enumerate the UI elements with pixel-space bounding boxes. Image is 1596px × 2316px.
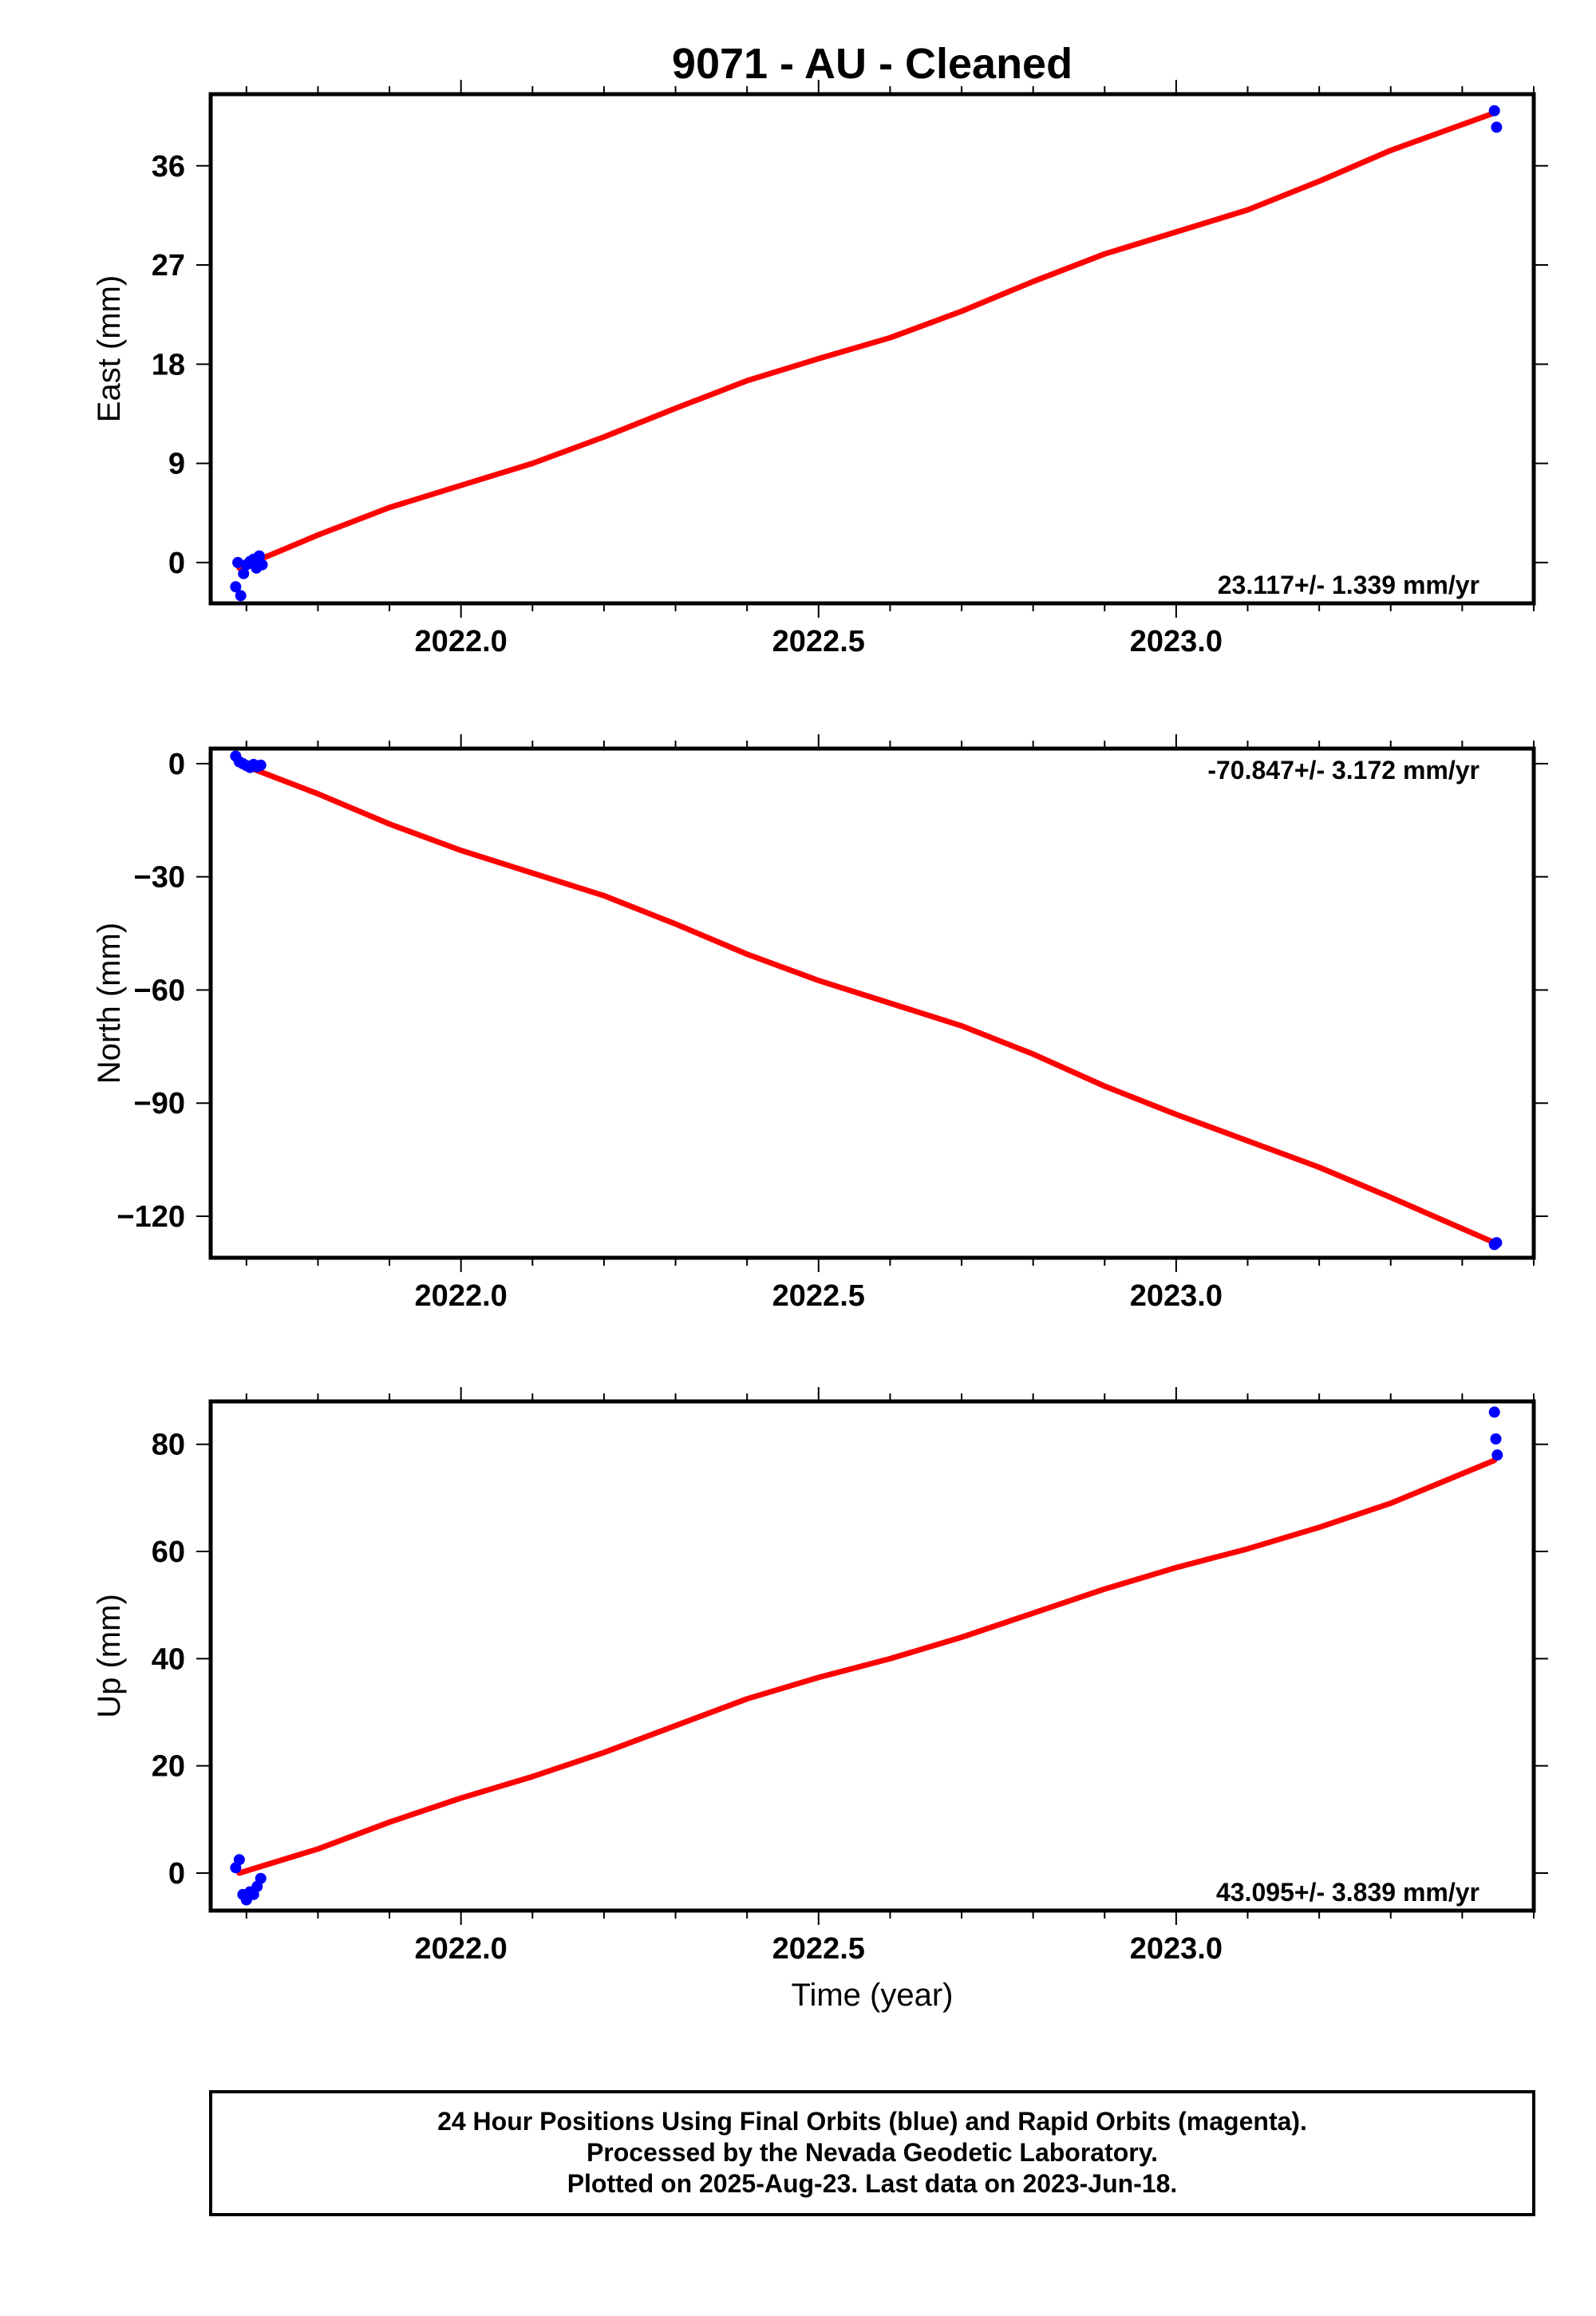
up-fit-line <box>236 1457 1498 1876</box>
footer-box: 24 Hour Positions Using Final Orbits (bl… <box>209 2090 1535 2216</box>
x-tick-label: 2022.0 <box>415 1932 508 1966</box>
up-rate-label: 43.095+/- 3.839 mm/yr <box>1216 1878 1479 1907</box>
y-tick-label: −120 <box>117 1200 185 1234</box>
up-data-point <box>1491 1449 1503 1461</box>
x-tick-label: 2022.5 <box>772 625 865 658</box>
north-rate-label: -70.847+/- 3.172 mm/yr <box>1207 756 1479 785</box>
y-tick-label: 0 <box>168 748 185 781</box>
north-data-point <box>1491 1237 1503 1249</box>
up-data-point <box>233 1854 245 1866</box>
y-tick-label: −30 <box>134 861 185 895</box>
up-axis-label: Up (mm) <box>92 1594 127 1718</box>
y-tick-label: 9 <box>168 448 185 481</box>
y-tick-label: 0 <box>168 547 185 580</box>
x-tick-label: 2022.5 <box>772 1932 865 1966</box>
east-data-point <box>253 550 265 562</box>
x-tick-label: 2022.0 <box>415 1279 508 1313</box>
y-tick-label: 20 <box>152 1750 185 1784</box>
up-plot-frame <box>208 1399 1536 1913</box>
north-axis-label: North (mm) <box>92 923 127 1084</box>
north-panel: 2022.0 2022.5 2023.0 0 −30 −60 −90 −120 North (m… <box>92 734 1548 1313</box>
east-fit-line <box>236 110 1498 571</box>
y-tick-label: 18 <box>152 348 185 381</box>
east-data-point <box>232 556 244 568</box>
up-data-point <box>1490 1433 1502 1445</box>
up-panel: 2022.0 2022.5 2023.0 0 20 40 60 80 Up (mm) 43.095… <box>92 1387 1548 1966</box>
x-tick-label: 2022.0 <box>415 625 508 658</box>
y-tick-label: 27 <box>152 249 185 283</box>
east-data-point <box>1488 105 1500 117</box>
north-fit-line <box>236 761 1498 1246</box>
y-tick-label: −90 <box>134 1087 185 1120</box>
footer-frame <box>209 2090 1535 2216</box>
footer-line-3: Plotted on 2025-Aug-23. Last data on 202… <box>567 2169 1178 2198</box>
y-tick-label: −60 <box>134 974 185 1007</box>
east-data-point <box>256 559 268 571</box>
east-data-point <box>230 581 242 593</box>
east-data-point <box>1491 121 1503 133</box>
y-tick-label: 36 <box>152 150 185 184</box>
north-data-point <box>255 759 267 771</box>
y-tick-label: 0 <box>168 1857 185 1891</box>
x-tick-label: 2023.0 <box>1130 625 1223 658</box>
y-tick-label: 60 <box>152 1535 185 1569</box>
x-tick-label: 2022.5 <box>772 1279 865 1313</box>
up-data-point <box>1488 1406 1500 1418</box>
east-panel: 2022.0 2022.5 2023.0 0 9 18 27 36 East (mm) 23.11… <box>92 80 1548 658</box>
east-data-point <box>238 567 250 579</box>
x-axis-label: Time (year) <box>792 1978 954 2013</box>
y-tick-label: 40 <box>152 1642 185 1676</box>
east-plot-frame <box>208 92 1536 606</box>
up-data-point <box>255 1872 267 1884</box>
east-data-point <box>235 590 247 602</box>
x-tick-label: 2023.0 <box>1130 1279 1223 1313</box>
y-tick-label: 80 <box>152 1429 185 1462</box>
footer-line-1: 24 Hour Positions Using Final Orbits (bl… <box>437 2107 1307 2136</box>
footer-line-2: Processed by the Nevada Geodetic Laborat… <box>587 2138 1158 2167</box>
north-plot-frame <box>208 746 1536 1260</box>
east-rate-label: 23.117+/- 1.339 mm/yr <box>1218 571 1479 599</box>
east-axis-label: East (mm) <box>92 275 127 422</box>
chart-title: 9071 - AU - Cleaned <box>672 40 1073 88</box>
x-tick-label: 2023.0 <box>1130 1932 1223 1966</box>
